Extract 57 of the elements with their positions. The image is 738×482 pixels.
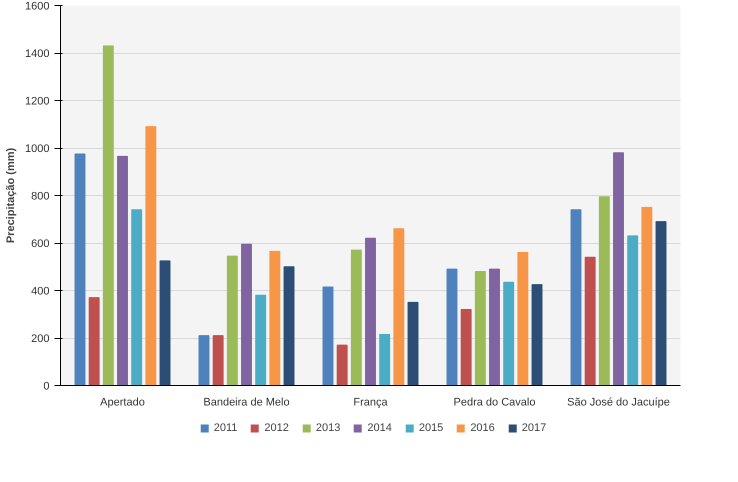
- bar: [446, 268, 458, 386]
- y-tick-label: 1400: [25, 48, 50, 60]
- bar: [131, 209, 142, 386]
- bar: [598, 196, 610, 386]
- bar: [503, 282, 514, 386]
- bar: [641, 206, 652, 386]
- bar: [350, 250, 362, 386]
- bar: [322, 286, 334, 386]
- legend-label: 2017: [522, 422, 546, 434]
- bar: [474, 271, 486, 386]
- bar: [408, 302, 418, 386]
- bar: [226, 256, 238, 386]
- bar: [198, 335, 210, 386]
- legend-label: 2014: [367, 422, 392, 434]
- bar: [160, 260, 170, 386]
- bar: [255, 294, 266, 386]
- bar: [379, 334, 390, 386]
- bar: [627, 235, 638, 386]
- x-tick-label: Apertado: [100, 396, 145, 408]
- y-tick-label: 1000: [25, 143, 50, 155]
- y-tick-label: 0: [43, 380, 50, 392]
- y-tick-label: 200: [31, 333, 50, 345]
- bar: [284, 266, 294, 386]
- legend-label: 2015: [418, 422, 444, 434]
- bar: [460, 309, 472, 386]
- y-tick-label: 1200: [25, 96, 50, 108]
- legend-label: 2011: [214, 422, 238, 434]
- bar: [269, 250, 280, 386]
- bar: [613, 152, 624, 386]
- bar: [117, 156, 128, 386]
- bar: [88, 297, 100, 386]
- legend-label: 2016: [470, 422, 495, 434]
- bar: [145, 126, 156, 386]
- y-tick-label: 600: [31, 238, 50, 250]
- y-axis-title: Precipitação (mm): [5, 147, 18, 244]
- bar: [517, 252, 528, 386]
- x-tick-label: França: [353, 396, 388, 408]
- y-tick-label: 400: [31, 286, 50, 298]
- bar: [74, 153, 86, 386]
- bar: [365, 238, 376, 386]
- y-tick-label: 800: [31, 190, 50, 202]
- x-tick-label: São José do Jacuípe: [567, 396, 670, 408]
- bar: [241, 244, 252, 386]
- legend-label: 2012: [264, 422, 289, 434]
- x-tick-label: Pedra do Cavalo: [454, 396, 536, 408]
- bar: [102, 45, 114, 386]
- bar: [656, 221, 666, 386]
- bar: [584, 256, 596, 386]
- bar: [336, 344, 348, 386]
- bar: [570, 209, 582, 386]
- bar: [212, 335, 224, 386]
- legend-label: 2013: [316, 422, 340, 434]
- y-tick-label: 1600: [25, 0, 50, 12]
- bar: [489, 268, 500, 386]
- bar: [393, 228, 404, 386]
- bar: [532, 284, 542, 386]
- x-tick-label: Bandeira de Melo: [203, 396, 290, 408]
